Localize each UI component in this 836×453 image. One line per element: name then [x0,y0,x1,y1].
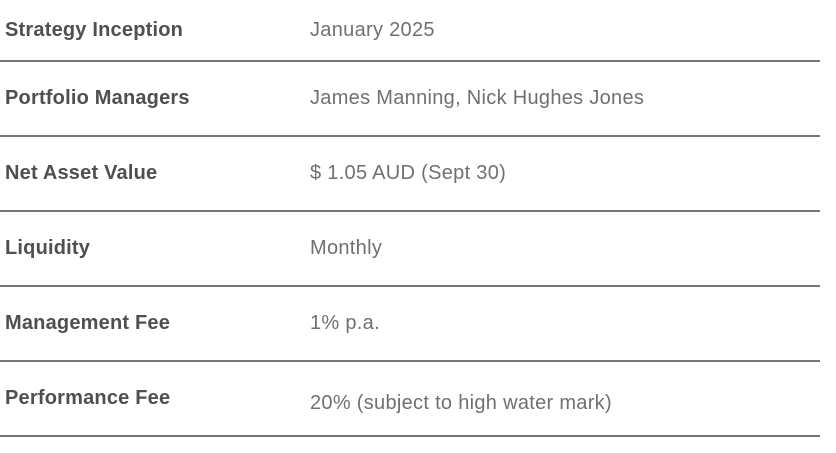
fund-facts-table: Strategy Inception January 2025 Portfoli… [0,0,820,437]
table-row: Performance Fee 20% (subject to high wat… [0,362,820,437]
row-value: $ 1.05 AUD (Sept 30) [310,162,507,184]
table-row: Net Asset Value $ 1.05 AUD (Sept 30) [0,137,820,212]
row-value: 1% p.a. [310,312,380,334]
table-row: Liquidity Monthly [0,212,820,287]
table-row: Management Fee 1% p.a. [0,287,820,362]
table-row: Portfolio Managers James Manning, Nick H… [0,62,820,137]
row-label: Strategy Inception [5,18,184,41]
row-label: Performance Fee [5,387,171,409]
table-row: Strategy Inception January 2025 [0,0,820,62]
row-value: January 2025 [310,18,435,41]
row-value: 20% (subject to high water mark) [310,392,612,414]
row-label: Portfolio Managers [5,87,190,109]
row-value: James Manning, Nick Hughes Jones [310,87,645,109]
row-value: Monthly [310,237,383,259]
row-label: Net Asset Value [5,162,158,184]
row-label: Management Fee [5,312,171,334]
row-label: Liquidity [5,237,91,259]
